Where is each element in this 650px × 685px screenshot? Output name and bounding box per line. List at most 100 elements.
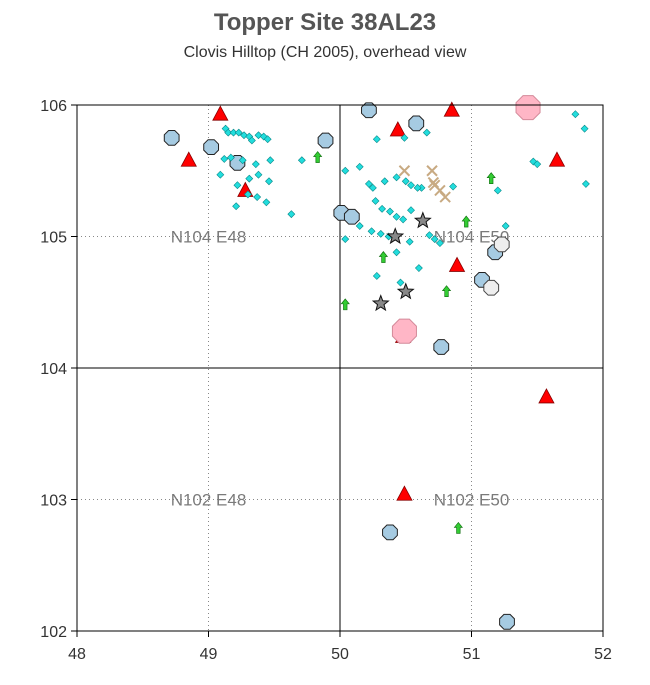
point-diamond-cyan: [413, 183, 422, 192]
point-diamond-cyan: [229, 128, 238, 137]
point-diamond-cyan: [399, 215, 408, 224]
point-diamond-cyan: [407, 181, 415, 190]
point-octagon-blue: [361, 102, 377, 119]
point-triangle-red: [396, 485, 413, 501]
point-diamond-cyan: [262, 198, 271, 207]
y-tick-label: 102: [40, 624, 67, 641]
point-arrow-green: [313, 151, 323, 163]
point-diamond-cyan: [355, 222, 364, 230]
point-diamond-cyan: [216, 170, 225, 179]
point-diamond-cyan: [254, 170, 263, 179]
point-diamond-cyan: [287, 210, 296, 219]
point-diamond-cyan: [533, 160, 542, 169]
point-diamond-cyan: [436, 239, 444, 247]
point-diamond-cyan: [244, 190, 252, 199]
point-arrow-green: [441, 285, 452, 298]
y-tick-label: 104: [40, 361, 67, 378]
point-diamond-cyan: [449, 182, 458, 191]
x-tick-label: 52: [594, 646, 612, 663]
point-arrow-green: [340, 298, 350, 311]
axis-ticks: 48 49 50 51 52 102 103 104 105 106: [40, 98, 612, 663]
grid-layer: [77, 105, 603, 631]
point-diamond-cyan: [263, 135, 272, 144]
point-triangle-red: [443, 101, 460, 117]
quadrant-label: N102 E50: [434, 491, 510, 510]
point-diamond-cyan: [392, 173, 401, 182]
x-tick-label: 48: [68, 646, 86, 663]
point-diamond-cyan: [392, 248, 401, 257]
point-triangle-red: [448, 256, 466, 272]
point-diamond-cyan: [372, 135, 381, 144]
point-arrow-green: [453, 521, 463, 534]
point-octagon-white: [483, 279, 500, 296]
point-diamond-cyan: [414, 264, 423, 272]
point-diamond-cyan: [407, 206, 415, 215]
quadrant-label: N104 E48: [171, 228, 247, 247]
data-points: [163, 95, 590, 630]
point-diamond-cyan: [265, 177, 273, 186]
point-diamond-cyan: [226, 153, 235, 162]
point-diamond-cyan: [380, 177, 389, 186]
point-triangle-red: [538, 388, 555, 404]
point-star-gray: [386, 227, 405, 245]
point-diamond-cyan: [341, 166, 350, 175]
point-cross-tan: [398, 165, 411, 177]
point-octagon-blue: [382, 524, 398, 541]
point-star-gray: [371, 294, 390, 312]
point-diamond-cyan: [232, 202, 241, 211]
point-diamond-cyan: [501, 222, 510, 230]
point-diamond-cyan: [430, 235, 439, 244]
point-diamond-cyan: [254, 131, 263, 140]
point-diamond-cyan: [422, 128, 431, 137]
point-triangle-red: [548, 151, 566, 167]
point-diamond-cyan: [376, 229, 385, 238]
chart-subtitle: Clovis Hilltop (CH 2005), overhead view: [184, 44, 467, 61]
point-diamond-cyan: [367, 227, 376, 236]
point-octagon-pink: [391, 318, 417, 344]
point-diamond-cyan: [378, 204, 387, 213]
point-diamond-cyan: [224, 128, 233, 137]
y-tick-label: 105: [40, 230, 67, 247]
point-star-gray: [413, 211, 432, 229]
point-diamond-cyan: [405, 237, 414, 246]
point-diamond-cyan: [220, 154, 229, 163]
point-diamond-cyan: [401, 177, 410, 186]
point-diamond-cyan: [297, 156, 306, 165]
x-tick-label: 51: [463, 646, 481, 663]
point-diamond-cyan: [233, 181, 242, 190]
point-diamond-cyan: [247, 136, 256, 145]
point-octagon-blue: [408, 115, 425, 132]
point-arrow-green: [461, 215, 471, 228]
point-diamond-cyan: [386, 207, 394, 216]
point-diamond-cyan: [365, 179, 373, 188]
point-diamond-cyan: [581, 179, 590, 188]
point-diamond-cyan: [571, 110, 580, 119]
point-octagon-blue: [203, 139, 220, 155]
point-triangle-red: [212, 105, 229, 121]
point-diamond-cyan: [341, 235, 350, 244]
point-diamond-cyan: [245, 174, 254, 183]
point-triangle-red: [389, 121, 407, 137]
point-diamond-cyan: [392, 212, 401, 221]
point-diamond-cyan: [580, 124, 589, 133]
point-diamond-cyan: [493, 186, 502, 195]
point-octagon-pink: [515, 95, 541, 121]
point-diamond-cyan: [266, 156, 275, 165]
point-diamond-cyan: [368, 183, 377, 192]
chart-title: Topper Site 38AL23: [214, 9, 436, 36]
point-diamond-cyan: [371, 197, 380, 205]
point-diamond-cyan: [234, 128, 243, 137]
point-octagon-blue: [163, 129, 180, 146]
x-tick-label: 49: [200, 646, 218, 663]
point-octagon-blue: [433, 339, 450, 355]
point-diamond-cyan: [425, 231, 434, 240]
point-triangle-red: [180, 151, 197, 167]
point-diamond-cyan: [355, 162, 364, 171]
quadrant-label: N104 E50: [434, 228, 510, 247]
y-tick-label: 106: [40, 98, 67, 115]
point-diamond-cyan: [240, 131, 248, 140]
point-diamond-cyan: [253, 193, 262, 201]
point-diamond-cyan: [400, 133, 409, 142]
point-octagon-blue: [499, 613, 515, 630]
